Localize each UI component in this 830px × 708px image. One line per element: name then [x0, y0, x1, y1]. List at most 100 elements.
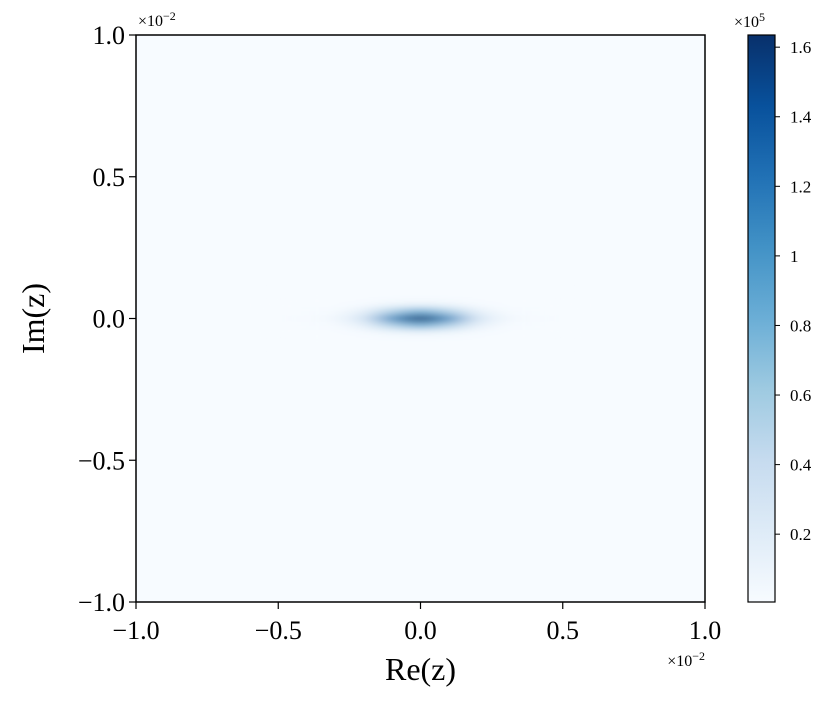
heat-cell [264, 293, 293, 301]
x-tick-label: 0.0 [404, 616, 437, 645]
heat-cell [349, 307, 378, 315]
heat-cell [320, 300, 350, 308]
heat-cell [548, 322, 577, 330]
heat-cell [406, 293, 435, 301]
heat-cell [264, 307, 293, 315]
heat-cell [548, 329, 577, 337]
colorbar-tick-label: 0.8 [790, 316, 811, 335]
offset-exponent: −2 [692, 649, 705, 663]
heatmap [264, 293, 577, 344]
heat-cell [463, 336, 492, 344]
heat-cell [491, 314, 521, 323]
heat-cell [320, 336, 350, 344]
y-tick-label: 0.5 [93, 163, 126, 192]
heat-cell [491, 329, 521, 337]
heat-cell [292, 307, 321, 315]
heat-cell [520, 300, 549, 308]
heat-cell [463, 300, 492, 308]
heat-cell [463, 307, 492, 315]
heat-cell [434, 314, 464, 323]
colorbar-tick-label: 0.4 [790, 456, 812, 475]
heat-cell [406, 336, 435, 344]
x-axis-label: Re(z) [385, 651, 456, 687]
offset-exponent: 5 [759, 10, 765, 24]
colorbar-tick-label: 1.4 [790, 108, 812, 127]
heat-cell [292, 322, 321, 330]
heat-cell [264, 336, 293, 344]
heat-cell [377, 322, 407, 330]
heat-cell [434, 322, 464, 330]
heat-cell [349, 314, 378, 323]
colorbar-tick-label: 0.2 [790, 525, 811, 544]
heat-cell [406, 314, 435, 323]
heat-cell [377, 336, 407, 344]
colorbar-tick-label: 1.2 [790, 177, 811, 196]
offset-exponent: −2 [163, 9, 176, 23]
heat-cell [520, 329, 549, 337]
y-axis-label: Im(z) [15, 283, 51, 354]
y-tick-label: −1.0 [78, 588, 125, 617]
heat-cell [548, 336, 577, 344]
heat-cell [548, 293, 577, 301]
heat-cell [264, 314, 293, 323]
plot-area [136, 35, 705, 602]
heat-cell [377, 293, 407, 301]
y-tick-label: 0.0 [93, 305, 126, 334]
heat-cell [264, 300, 293, 308]
heat-cell [292, 336, 321, 344]
offset-base: ×10 [667, 653, 692, 670]
x-tick-label: 0.5 [547, 616, 580, 645]
heat-cell [264, 322, 293, 330]
heat-cell [463, 293, 492, 301]
colorbar-tick-label: 0.6 [790, 386, 811, 405]
heat-cell [406, 307, 435, 315]
heat-cell [264, 329, 293, 337]
heat-cell [548, 300, 577, 308]
offset-label: ×105 [734, 10, 765, 31]
heat-cell [349, 322, 378, 330]
heat-cell [292, 329, 321, 337]
heat-cell [491, 293, 521, 301]
x-tick-label: −1.0 [112, 616, 159, 645]
heat-cell [463, 314, 492, 323]
heat-cell [320, 314, 350, 323]
y-tick-label: 1.0 [93, 21, 126, 50]
heat-cell [548, 307, 577, 315]
heat-cell [320, 329, 350, 337]
heat-cell [520, 336, 549, 344]
x-tick-label: 1.0 [689, 616, 722, 645]
heat-cell [434, 307, 464, 315]
heat-cell [349, 293, 378, 301]
heat-cell [463, 329, 492, 337]
heat-cell [292, 300, 321, 308]
offset-base: ×10 [734, 14, 759, 31]
heat-cell [377, 300, 407, 308]
heat-cell [520, 293, 549, 301]
heat-cell [491, 322, 521, 330]
offset-base: ×10 [138, 13, 163, 30]
heat-cell [406, 300, 435, 308]
heat-cell [520, 307, 549, 315]
heat-cell [491, 300, 521, 308]
heat-cell [491, 336, 521, 344]
heat-cell [377, 329, 407, 337]
heat-cell [520, 322, 549, 330]
heat-cell [406, 322, 435, 330]
heat-cell [434, 329, 464, 337]
heat-cell [349, 329, 378, 337]
offset-label: ×10−2 [138, 9, 176, 30]
heat-cell [320, 307, 350, 315]
heat-cell [292, 314, 321, 323]
heat-cell [406, 329, 435, 337]
y-tick-label: −0.5 [78, 446, 125, 475]
heat-cell [434, 293, 464, 301]
heat-cell [434, 336, 464, 344]
colorbar-tick-label: 1.6 [790, 38, 811, 57]
heat-cell [292, 293, 321, 301]
heat-cell [520, 314, 549, 323]
heat-cell [434, 300, 464, 308]
heat-cell [548, 314, 577, 323]
heat-cell [377, 307, 407, 315]
colorbar [747, 34, 776, 603]
